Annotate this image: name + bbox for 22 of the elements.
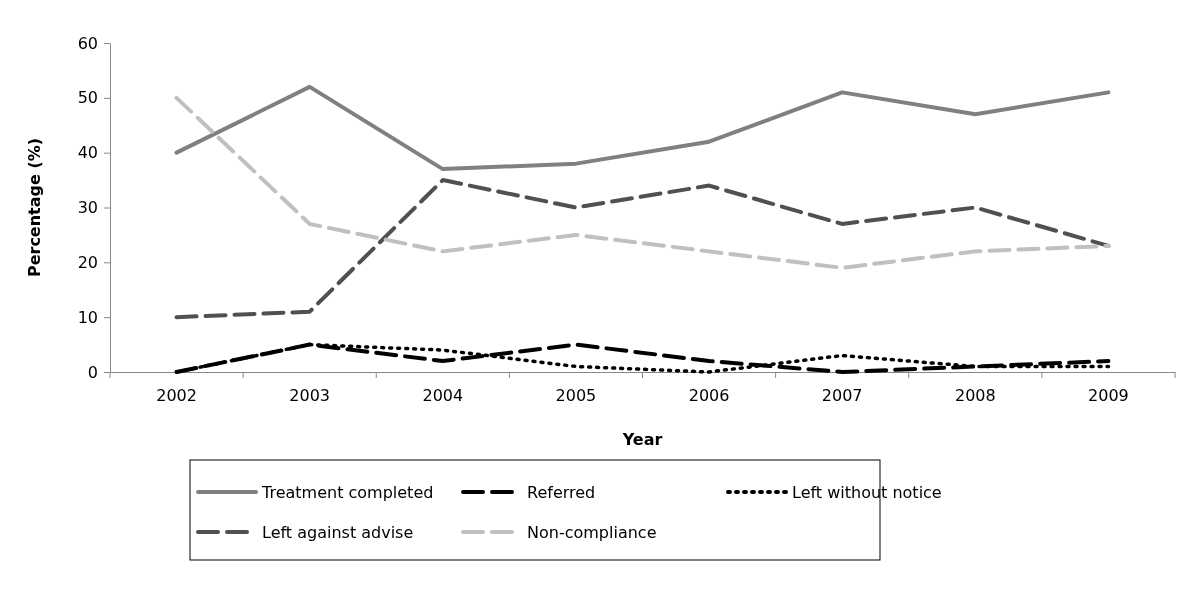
x-tick-label: 2003 <box>289 385 331 405</box>
y-tick-label: 10 <box>77 307 98 327</box>
legend-label: Left against advise <box>262 523 414 542</box>
y-tick-label: 30 <box>77 198 98 218</box>
legend-label: Treatment completed <box>261 483 434 502</box>
y-axis-title: Percentage (%) <box>25 137 44 278</box>
x-axis-title: Year <box>621 430 663 449</box>
x-tick-label: 2007 <box>821 385 863 405</box>
x-tick-label: 2002 <box>156 385 197 405</box>
y-tick-label: 20 <box>77 252 98 272</box>
y-tick-label: 50 <box>77 88 98 108</box>
y-tick-label: 40 <box>77 143 98 163</box>
x-tick-label: 2005 <box>555 385 597 405</box>
x-tick-label: 2008 <box>954 385 996 405</box>
x-tick-label: 2006 <box>688 385 730 405</box>
x-tick-label: 2004 <box>422 385 464 405</box>
legend-label: Left without notice <box>792 483 942 502</box>
y-tick-label: 0 <box>87 362 98 382</box>
legend-label: Referred <box>527 483 596 502</box>
legend-label: Non-compliance <box>527 523 657 542</box>
x-tick-label: 2009 <box>1088 385 1129 405</box>
y-tick-label: 60 <box>77 33 98 53</box>
